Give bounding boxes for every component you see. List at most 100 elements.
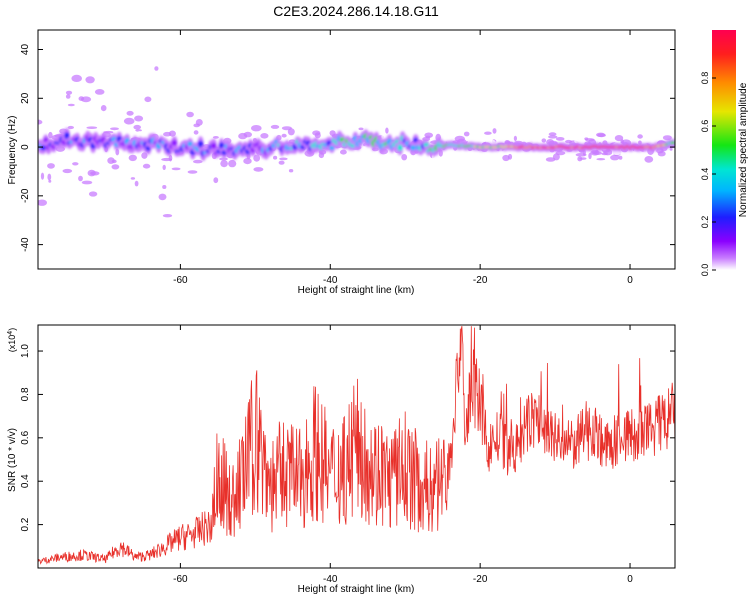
heatmap-cell <box>81 180 93 185</box>
heatmap-frame <box>37 29 676 270</box>
heatmap-y-tick-label: 40 <box>20 44 31 56</box>
snr-x-ticks: -60 -40 -20 0 <box>173 325 633 585</box>
snr-y-axis-label: SNR (10 * v/v) <box>7 428 18 492</box>
heatmap-cell <box>162 164 166 170</box>
heatmap-cell <box>545 157 556 162</box>
snr-x-tick-label: -40 <box>323 574 338 585</box>
heatmap-cell <box>187 170 198 174</box>
heatmap-cell <box>243 158 252 165</box>
heatmap-cell <box>193 130 199 135</box>
heatmap-cell <box>134 180 139 187</box>
heatmap-cell <box>411 130 415 135</box>
heatmap-cell <box>278 160 285 165</box>
heatmap-cell <box>555 137 565 141</box>
heatmap-y-tick-label: -40 <box>20 237 31 252</box>
heatmap-cell <box>88 191 98 197</box>
heatmap-cell <box>593 151 602 156</box>
snr-frame <box>37 324 676 569</box>
heatmap-cell <box>110 127 119 131</box>
colorbar-tick-label: 0.6 <box>700 120 710 133</box>
heatmap-cell <box>164 181 176 189</box>
heatmap-cell <box>492 128 497 134</box>
heatmap-cell <box>614 135 624 142</box>
colorbar-label: Normalized spectral amplitude <box>738 82 749 217</box>
heatmap-cell <box>212 136 219 139</box>
snr-y-ticks: 0.2 0.4 0.6 0.8 1.0 <box>20 344 675 532</box>
heatmap-cell <box>144 96 152 103</box>
colorbar-tick-label: 0.4 <box>700 168 710 181</box>
heatmap-signal-track <box>38 127 675 162</box>
heatmap-cell <box>158 193 167 201</box>
heatmap-cell <box>484 131 492 135</box>
heatmap-cell <box>610 154 620 161</box>
snr-y-tick-label: 0.6 <box>20 430 31 444</box>
heatmap-cell <box>128 154 137 162</box>
heatmap-cell <box>171 139 177 146</box>
colorbar-tick-label: 0.8 <box>700 72 710 85</box>
heatmap-cell <box>644 156 654 163</box>
heatmap-cell <box>126 110 134 116</box>
heatmap-cell <box>48 131 53 139</box>
heatmap-cell <box>555 151 566 156</box>
heatmap-cell <box>64 132 70 140</box>
heatmap-cell <box>162 185 167 189</box>
heatmap-cell <box>211 142 217 149</box>
heatmap-cell <box>67 103 75 107</box>
heatmap-cell <box>588 152 592 160</box>
snr-x-tick-label: -20 <box>473 574 488 585</box>
heatmap-cell <box>142 163 151 169</box>
heatmap-cell <box>86 126 98 129</box>
heatmap-cell <box>48 179 52 183</box>
snr-y-tick-label: 0.8 <box>20 387 31 401</box>
snr-panel: -60 -40 -20 0 0.2 0.4 0.6 0.8 1.0 Height of str… <box>7 324 676 595</box>
heatmap-cell <box>72 162 79 166</box>
heatmap-y-tick-label: 0 <box>20 144 31 150</box>
heatmap-cell <box>123 117 135 125</box>
heatmap-cell <box>459 150 463 154</box>
snr-series-line <box>38 326 675 565</box>
heatmap-cell <box>288 169 294 173</box>
heatmap-cell <box>100 105 107 112</box>
heatmap-cell <box>65 90 73 95</box>
heatmap-cell <box>90 171 100 176</box>
heatmap-cell <box>513 135 518 142</box>
snr-y-tick-label: 1.0 <box>20 344 31 358</box>
snr-x-tick-label: 0 <box>627 574 633 585</box>
heatmap-cell <box>134 115 144 122</box>
heatmap-x-tick-label: 0 <box>627 275 633 286</box>
heatmap-cell <box>552 153 560 161</box>
heatmap-cell <box>425 135 431 139</box>
page-title: C2E3.2024.286.14.18.G11 <box>273 3 439 19</box>
heatmap-cell <box>444 149 450 156</box>
heatmap-cell <box>548 135 558 139</box>
heatmap-cell <box>38 88 44 93</box>
heatmap-cell <box>136 131 143 138</box>
heatmap-cell <box>219 157 228 161</box>
heatmap-x-tick-label: -40 <box>323 275 338 286</box>
heatmap-x-tick-label: -20 <box>473 275 488 286</box>
heatmap-cell <box>281 133 287 138</box>
heatmap-cell <box>662 135 672 141</box>
heatmap-cell <box>260 133 269 139</box>
heatmap-cell <box>401 154 408 161</box>
heatmap-cell <box>198 140 204 148</box>
heatmap-cell <box>195 119 203 126</box>
heatmap-cell <box>187 141 193 147</box>
heatmap-cell <box>454 135 465 142</box>
heatmap-cell <box>273 155 278 160</box>
heatmap-cell <box>111 164 120 170</box>
colorbar-ticks: 0.0 0.2 0.4 0.6 0.8 <box>700 72 716 276</box>
heatmap-cell <box>669 148 673 151</box>
heatmap-cell <box>62 168 73 174</box>
heatmap-cell <box>502 154 510 162</box>
heatmap-cell <box>541 138 547 143</box>
heatmap-cell <box>281 126 292 131</box>
heatmap-cell <box>67 125 75 130</box>
heatmap-cell <box>71 74 82 82</box>
heatmap-cell <box>141 152 148 159</box>
heatmap-cell <box>397 144 403 151</box>
heatmap-cell <box>238 132 248 140</box>
heatmap-cell <box>250 125 262 132</box>
